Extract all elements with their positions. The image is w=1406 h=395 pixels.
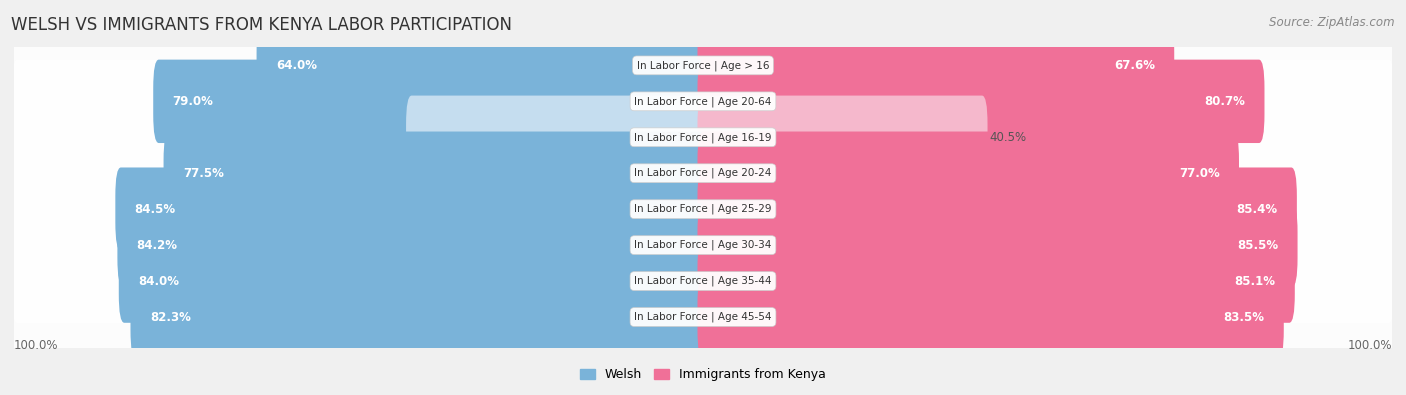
FancyBboxPatch shape xyxy=(406,96,709,179)
FancyBboxPatch shape xyxy=(697,132,1239,215)
Text: In Labor Force | Age 30-34: In Labor Force | Age 30-34 xyxy=(634,240,772,250)
Text: In Labor Force | Age 25-29: In Labor Force | Age 25-29 xyxy=(634,204,772,214)
Text: 40.5%: 40.5% xyxy=(988,131,1026,144)
Text: 100.0%: 100.0% xyxy=(1347,339,1392,352)
FancyBboxPatch shape xyxy=(131,275,709,359)
Text: Source: ZipAtlas.com: Source: ZipAtlas.com xyxy=(1270,16,1395,29)
Text: 82.3%: 82.3% xyxy=(150,310,191,324)
FancyBboxPatch shape xyxy=(118,203,709,287)
FancyBboxPatch shape xyxy=(153,60,709,143)
Text: In Labor Force | Age 35-44: In Labor Force | Age 35-44 xyxy=(634,276,772,286)
Text: 64.0%: 64.0% xyxy=(276,59,316,72)
Text: 85.4%: 85.4% xyxy=(1236,203,1278,216)
Legend: Welsh, Immigrants from Kenya: Welsh, Immigrants from Kenya xyxy=(575,363,831,386)
Text: 84.5%: 84.5% xyxy=(135,203,176,216)
Text: 77.5%: 77.5% xyxy=(183,167,224,180)
Text: 85.1%: 85.1% xyxy=(1234,275,1275,288)
FancyBboxPatch shape xyxy=(163,132,709,215)
FancyBboxPatch shape xyxy=(697,96,987,179)
FancyBboxPatch shape xyxy=(256,24,709,107)
Text: 42.3%: 42.3% xyxy=(659,131,696,144)
FancyBboxPatch shape xyxy=(697,275,1284,359)
Text: 83.5%: 83.5% xyxy=(1223,310,1264,324)
FancyBboxPatch shape xyxy=(697,203,1298,287)
Text: 84.0%: 84.0% xyxy=(138,275,179,288)
FancyBboxPatch shape xyxy=(13,96,1393,179)
FancyBboxPatch shape xyxy=(697,167,1296,251)
FancyBboxPatch shape xyxy=(13,24,1393,107)
FancyBboxPatch shape xyxy=(13,132,1393,215)
Text: 84.2%: 84.2% xyxy=(136,239,177,252)
Text: 67.6%: 67.6% xyxy=(1114,59,1154,72)
Text: In Labor Force | Age 20-64: In Labor Force | Age 20-64 xyxy=(634,96,772,107)
FancyBboxPatch shape xyxy=(697,60,1264,143)
Text: 80.7%: 80.7% xyxy=(1205,95,1246,108)
Text: In Labor Force | Age 16-19: In Labor Force | Age 16-19 xyxy=(634,132,772,143)
Text: In Labor Force | Age 20-24: In Labor Force | Age 20-24 xyxy=(634,168,772,179)
Text: WELSH VS IMMIGRANTS FROM KENYA LABOR PARTICIPATION: WELSH VS IMMIGRANTS FROM KENYA LABOR PAR… xyxy=(11,16,512,34)
Text: In Labor Force | Age 45-54: In Labor Force | Age 45-54 xyxy=(634,312,772,322)
FancyBboxPatch shape xyxy=(115,167,709,251)
FancyBboxPatch shape xyxy=(13,239,1393,323)
FancyBboxPatch shape xyxy=(13,60,1393,143)
Text: In Labor Force | Age > 16: In Labor Force | Age > 16 xyxy=(637,60,769,71)
FancyBboxPatch shape xyxy=(697,24,1174,107)
FancyBboxPatch shape xyxy=(13,275,1393,359)
Text: 100.0%: 100.0% xyxy=(14,339,59,352)
Text: 79.0%: 79.0% xyxy=(173,95,214,108)
FancyBboxPatch shape xyxy=(13,203,1393,287)
FancyBboxPatch shape xyxy=(697,239,1295,323)
Text: 85.5%: 85.5% xyxy=(1237,239,1278,252)
FancyBboxPatch shape xyxy=(13,167,1393,251)
FancyBboxPatch shape xyxy=(118,239,709,323)
Text: 77.0%: 77.0% xyxy=(1180,167,1220,180)
